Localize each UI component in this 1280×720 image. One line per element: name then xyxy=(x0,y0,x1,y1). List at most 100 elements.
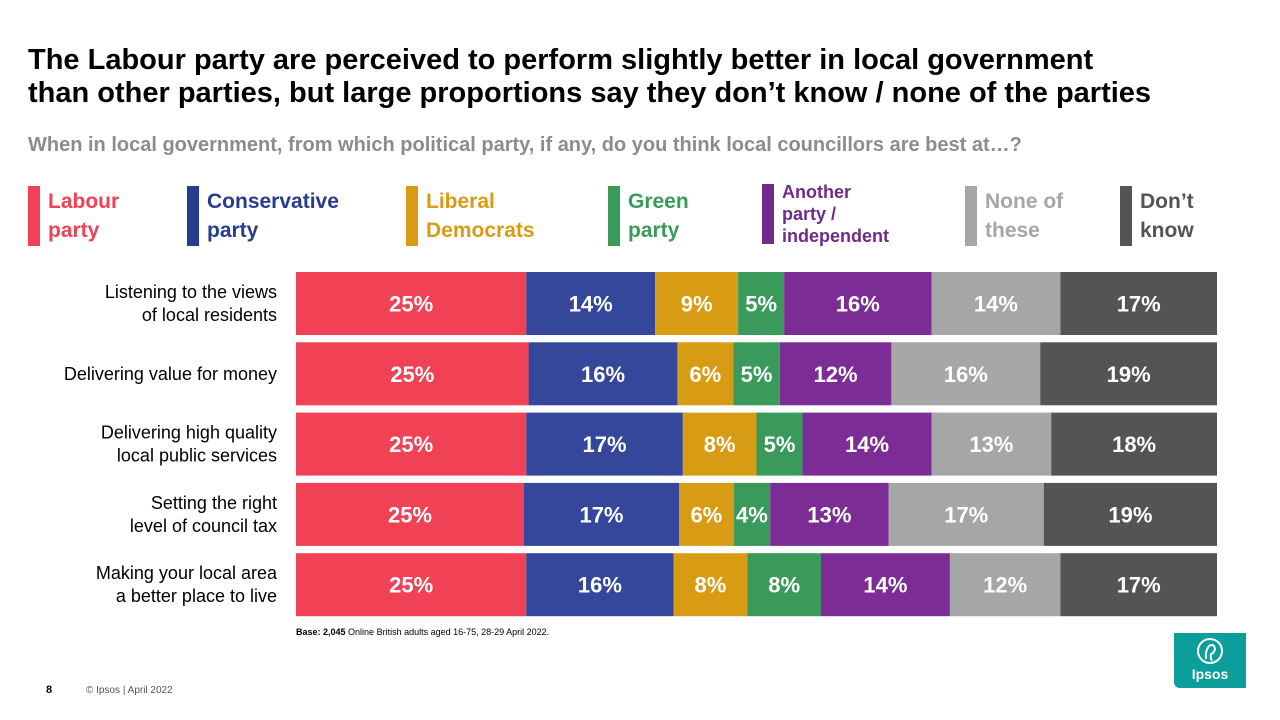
bar-segment xyxy=(296,553,527,617)
data-label: 17% xyxy=(583,432,627,457)
data-label: 8% xyxy=(695,573,727,598)
data-label: 5% xyxy=(741,362,773,387)
category-label-line: Delivering value for money xyxy=(64,364,277,384)
data-label: 8% xyxy=(704,432,736,457)
data-label: 17% xyxy=(579,502,623,527)
bar-segment xyxy=(802,412,932,476)
bar-segment xyxy=(784,272,932,335)
category-label: Delivering value for money xyxy=(64,364,277,384)
bar-segment xyxy=(673,553,748,617)
category-label-line: a better place to live xyxy=(116,586,277,606)
category-label-line: of local residents xyxy=(142,305,277,325)
data-label: 14% xyxy=(569,292,613,317)
data-label: 25% xyxy=(389,292,433,317)
category-label-line: local public services xyxy=(117,446,277,466)
legend-swatch-none xyxy=(965,186,977,246)
data-label: 17% xyxy=(944,502,988,527)
legend-swatch-libdem xyxy=(406,186,418,246)
bar-segment xyxy=(1060,272,1217,335)
bar-segment xyxy=(526,553,674,617)
data-label: 8% xyxy=(768,573,800,598)
bar-segment xyxy=(526,412,683,476)
bar-segment xyxy=(296,482,524,546)
bar-segment xyxy=(523,482,679,546)
bar-segment xyxy=(931,412,1052,476)
legend-label-labour: Labour party xyxy=(48,190,120,242)
legend-label-dontknow: Don’t know xyxy=(1140,190,1194,242)
data-label: 17% xyxy=(1117,292,1161,317)
data-label: 25% xyxy=(389,432,433,457)
data-label: 14% xyxy=(845,432,889,457)
title-line-1: The Labour party are perceived to perfor… xyxy=(28,44,1094,76)
title-line-2: than other parties, but large proportion… xyxy=(28,77,1152,109)
data-label: 6% xyxy=(690,502,722,527)
legend-label-another: Another party / independent xyxy=(782,182,889,246)
ipsos-logo: Ipsos xyxy=(1174,633,1246,688)
data-label: 25% xyxy=(389,573,433,598)
ipsos-logo-text: Ipsos xyxy=(1191,666,1229,682)
bar-segment xyxy=(296,412,527,476)
legend-swatch-conservative xyxy=(187,186,199,246)
data-label: 16% xyxy=(836,292,880,317)
category-label-line: level of council tax xyxy=(130,516,277,536)
base-note-bold: Base: 2,045 xyxy=(296,627,346,637)
legend-swatch-green xyxy=(608,186,620,246)
category-label-line: Setting the right xyxy=(151,493,277,513)
data-label: 5% xyxy=(745,292,777,317)
bar-segment xyxy=(296,272,527,335)
category-label: Setting the right level of council tax xyxy=(130,493,277,536)
bar-segment xyxy=(931,272,1061,335)
data-label: 16% xyxy=(581,362,625,387)
data-label: 19% xyxy=(1108,502,1152,527)
data-label: 17% xyxy=(1117,573,1161,598)
data-label: 4% xyxy=(736,502,768,527)
data-label: 16% xyxy=(944,362,988,387)
data-label: 19% xyxy=(1107,362,1151,387)
data-label: 16% xyxy=(578,573,622,598)
bar-segment xyxy=(747,553,821,617)
data-label: 18% xyxy=(1112,432,1156,457)
legend-swatch-dontknow xyxy=(1120,186,1132,246)
category-label-line: Delivering high quality xyxy=(101,423,277,443)
category-label-line: Listening to the views xyxy=(105,282,277,302)
legend-swatch-labour xyxy=(28,186,40,246)
data-label: 13% xyxy=(807,502,851,527)
data-label: 12% xyxy=(814,362,858,387)
category-label: Making your local area a better place to … xyxy=(96,563,278,606)
bar-segment xyxy=(655,272,739,335)
data-label: 25% xyxy=(390,362,434,387)
bar-segment xyxy=(733,342,780,406)
data-label: 9% xyxy=(681,292,713,317)
data-label: 14% xyxy=(863,573,907,598)
page-number: 8 xyxy=(46,684,53,696)
data-label: 14% xyxy=(974,292,1018,317)
data-label: 5% xyxy=(764,432,796,457)
category-label: Listening to the views of local residents xyxy=(105,282,277,325)
legend-swatch-another xyxy=(762,184,774,244)
bar-segment xyxy=(1040,342,1217,406)
bar-segment xyxy=(820,553,950,617)
bar-segment xyxy=(770,482,889,546)
bar-segment xyxy=(756,412,803,476)
bar-segment xyxy=(779,342,892,406)
bar-segment xyxy=(949,553,1061,617)
bar-segment xyxy=(888,482,1044,546)
slide-title: The Labour party are perceived to perfor… xyxy=(28,44,1268,110)
data-label: 12% xyxy=(983,573,1027,598)
ipsos-logo-icon xyxy=(1197,638,1223,664)
bar-segment xyxy=(733,482,771,546)
legend-label-conservative: Conservative party xyxy=(207,190,339,242)
bar-segment xyxy=(526,272,656,335)
base-note: Base: 2,045 Online British adults aged 1… xyxy=(296,627,549,637)
bar-segment xyxy=(738,272,785,335)
category-label: Delivering high quality local public serv… xyxy=(101,423,277,466)
bar-segment xyxy=(677,342,734,406)
legend-label-none: None of these xyxy=(985,190,1064,242)
copyright: © Ipsos | April 2022 xyxy=(86,685,173,696)
legend-label-libdem: Liberal Democrats xyxy=(426,190,535,242)
bar-segment xyxy=(891,342,1041,406)
bar-segment xyxy=(1043,482,1217,546)
bar-segment xyxy=(1051,412,1217,476)
question-subtitle: When in local government, from which pol… xyxy=(28,134,1022,156)
